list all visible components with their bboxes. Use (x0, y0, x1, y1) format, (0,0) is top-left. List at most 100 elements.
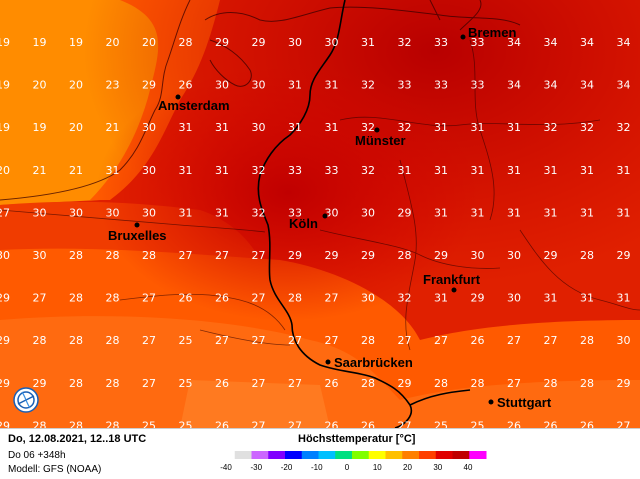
grid-temperature-value: 27 (398, 419, 412, 428)
weather-logo-icon (13, 387, 39, 413)
grid-temperature-value: 33 (288, 164, 302, 177)
grid-temperature-value: 31 (544, 292, 558, 305)
model-name: Modell: GFS (NOAA) (8, 464, 102, 475)
model-run: Do 06 +348h (8, 450, 66, 461)
grid-temperature-value: 27 (288, 419, 302, 428)
grid-temperature-value: 32 (398, 36, 412, 49)
grid-temperature-value: 26 (580, 419, 594, 428)
grid-temperature-value: 28 (106, 334, 120, 347)
city-label-frankfurt: Frankfurt (423, 272, 481, 287)
grid-temperature-value: 31 (325, 79, 339, 92)
grid-temperature-value: 20 (142, 36, 156, 49)
legend-tick-label: 10 (373, 463, 382, 472)
grid-temperature-value: 28 (179, 36, 193, 49)
country-borders (257, 0, 471, 428)
grid-temperature-value: 27 (325, 334, 339, 347)
grid-temperature-value: 31 (179, 206, 193, 219)
grid-temperature-value: 20 (69, 79, 83, 92)
grid-temperature-value: 25 (179, 377, 193, 390)
grid-temperature-value: 31 (215, 206, 229, 219)
grid-temperature-value: 33 (434, 36, 448, 49)
grid-temperature-value: 31 (398, 164, 412, 177)
legend-tick-label: -20 (281, 463, 293, 472)
grid-temperature-value: 25 (179, 334, 193, 347)
grid-temperature-value: 27 (215, 249, 229, 262)
grid-temperature-value: 31 (215, 164, 229, 177)
grid-temperature-value: 32 (252, 164, 266, 177)
grid-temperature-value: 31 (361, 36, 375, 49)
grid-temperature-value: 27 (252, 334, 266, 347)
grid-temperature-value: 28 (580, 249, 594, 262)
grid-temperature-value: 32 (361, 79, 375, 92)
grid-temperature-value: 29 (0, 377, 10, 390)
legend-color-swatch (268, 451, 286, 459)
legend-color-swatch (352, 451, 370, 459)
grid-temperature-value: 27 (288, 334, 302, 347)
grid-temperature-value: 32 (544, 121, 558, 134)
grid-temperature-value: 31 (288, 79, 302, 92)
city-dot (134, 222, 140, 228)
grid-temperature-value: 30 (142, 164, 156, 177)
grid-temperature-value: 34 (617, 36, 631, 49)
grid-temperature-value: 29 (398, 377, 412, 390)
legend-tick-label: 20 (403, 463, 412, 472)
grid-temperature-value: 28 (361, 377, 375, 390)
legend-tick-label: -40 (220, 463, 232, 472)
grid-temperature-value: 31 (544, 206, 558, 219)
grid-temperature-value: 20 (33, 79, 47, 92)
grid-temperature-value: 29 (215, 36, 229, 49)
grid-temperature-value: 29 (0, 334, 10, 347)
grid-temperature-value: 33 (471, 36, 485, 49)
grid-temperature-value: 30 (288, 36, 302, 49)
grid-temperature-value: 27 (617, 419, 631, 428)
grid-temperature-value: 23 (106, 79, 120, 92)
grid-temperature-value: 31 (580, 206, 594, 219)
city-dot (322, 213, 328, 219)
grid-temperature-value: 27 (252, 419, 266, 428)
grid-temperature-value: 31 (325, 121, 339, 134)
grid-temperature-value: 30 (361, 206, 375, 219)
city-dot (451, 287, 457, 293)
grid-temperature-value: 30 (617, 334, 631, 347)
grid-temperature-value: 32 (361, 121, 375, 134)
legend-color-swatch (385, 451, 403, 459)
grid-temperature-value: 21 (106, 121, 120, 134)
grid-temperature-value: 26 (471, 334, 485, 347)
grid-temperature-value: 33 (325, 164, 339, 177)
grid-temperature-value: 19 (33, 121, 47, 134)
grid-temperature-value: 31 (434, 292, 448, 305)
grid-temperature-value: 27 (33, 292, 47, 305)
grid-temperature-value: 30 (215, 79, 229, 92)
legend-color-swatch (402, 451, 420, 459)
legend-color-swatch (234, 451, 252, 459)
grid-temperature-value: 30 (361, 292, 375, 305)
grid-temperature-value: 26 (325, 377, 339, 390)
city-label-amsterdam: Amsterdam (158, 98, 230, 113)
grid-temperature-value: 28 (434, 377, 448, 390)
city-dot (175, 94, 181, 100)
grid-temperature-value: 34 (580, 79, 594, 92)
grid-temperature-value: 26 (215, 292, 229, 305)
grid-temperature-value: 28 (288, 292, 302, 305)
grid-temperature-value: 33 (471, 79, 485, 92)
city-label-stuttgart: Stuttgart (497, 395, 552, 410)
grid-temperature-value: 25 (471, 419, 485, 428)
legend-color-swatch (301, 451, 319, 459)
legend-color-swatch (335, 451, 353, 459)
grid-temperature-value: 28 (106, 377, 120, 390)
city-labels: Bremen Amsterdam Münster Köln Bruxelles … (108, 25, 552, 410)
grid-temperature-value: 20 (69, 121, 83, 134)
grid-temperature-value: 28 (106, 419, 120, 428)
grid-temperature-value: 27 (325, 292, 339, 305)
grid-temperature-value: 32 (580, 121, 594, 134)
grid-temperature-value: 29 (361, 249, 375, 262)
grid-temperature-value: 29 (252, 36, 266, 49)
grid-temperature-value: 31 (617, 164, 631, 177)
grid-temperature-value: 34 (617, 79, 631, 92)
grid-temperature-value: 27 (179, 249, 193, 262)
grid-temperature-value: 19 (69, 36, 83, 49)
legend-tick-label: 40 (464, 463, 473, 472)
grid-temperature-value: 30 (33, 249, 47, 262)
legend-tick-label: -10 (311, 463, 323, 472)
grid-temperature-value: 29 (398, 206, 412, 219)
